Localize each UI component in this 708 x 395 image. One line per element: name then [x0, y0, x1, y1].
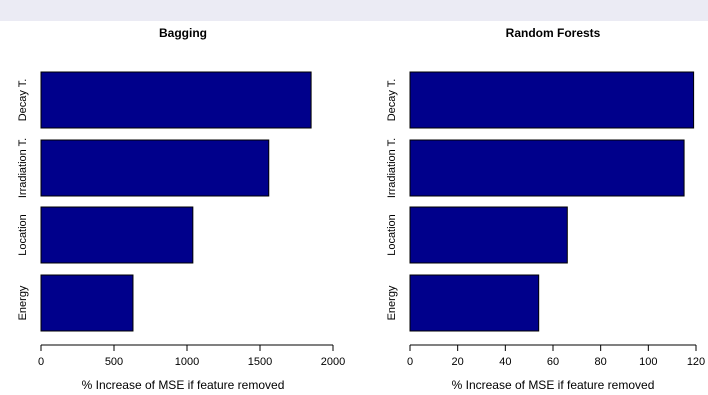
- bar-location: [40, 206, 194, 264]
- bar-irradiation-t: [40, 139, 270, 197]
- panel-bagging: Bagging Decay T. Irradiation T. Location En…: [17, 26, 345, 392]
- x-tick-label: 100: [639, 356, 657, 368]
- category-label: Energy: [386, 285, 398, 320]
- bar-location: [409, 206, 568, 264]
- bar-energy: [40, 274, 134, 332]
- x-tick-label: 500: [105, 356, 123, 368]
- category-label: Location: [386, 214, 398, 256]
- bar-decay-t: [40, 71, 312, 129]
- chart-title: Random Forests: [506, 26, 601, 40]
- x-tick-label: 40: [499, 356, 511, 368]
- plot-area-bagging: Decay T. Irradiation T. Location Energy 0 500…: [17, 71, 345, 368]
- bar-irradiation-t: [409, 139, 685, 197]
- panel-random-forests: Random Forests Decay T. Irradiation T. Loc…: [386, 26, 705, 392]
- x-axis-label: % Increase of MSE if feature removed: [82, 378, 285, 392]
- category-label: Energy: [17, 285, 29, 320]
- category-label: Location: [17, 214, 29, 256]
- x-tick-label: 2000: [321, 356, 345, 368]
- category-label: Irradiation T.: [386, 138, 398, 198]
- x-tick-label: 120: [687, 356, 705, 368]
- category-label: Decay T.: [17, 79, 29, 122]
- x-axis-label: % Increase of MSE if feature removed: [452, 378, 655, 392]
- window-header-strip: [0, 0, 708, 21]
- x-tick-label: 1000: [175, 356, 199, 368]
- x-tick-label: 80: [595, 356, 607, 368]
- category-label: Irradiation T.: [17, 138, 29, 198]
- bar-energy: [409, 274, 540, 332]
- x-tick-label: 20: [452, 356, 464, 368]
- x-tick-label: 60: [547, 356, 559, 368]
- x-tick-label: 1500: [248, 356, 272, 368]
- category-label: Decay T.: [386, 79, 398, 122]
- chart-title: Bagging: [159, 26, 207, 40]
- bar-decay-t: [409, 71, 695, 129]
- plot-area-random-forests: Decay T. Irradiation T. Location Energy 0 20 4…: [386, 71, 705, 368]
- x-tick-label: 0: [407, 356, 413, 368]
- x-tick-label: 0: [38, 356, 44, 368]
